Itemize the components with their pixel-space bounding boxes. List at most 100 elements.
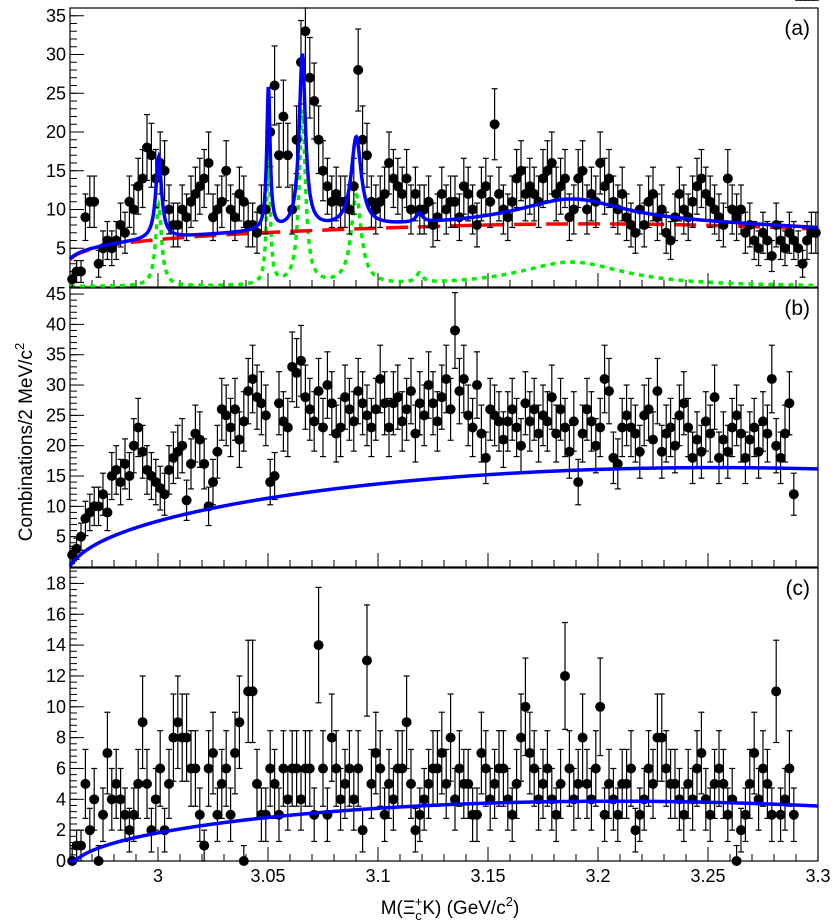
data-point bbox=[780, 428, 790, 439]
data-point bbox=[309, 416, 320, 427]
data-point bbox=[208, 748, 218, 759]
data-point bbox=[181, 732, 192, 743]
data-point bbox=[252, 227, 262, 238]
data-point bbox=[445, 732, 456, 743]
data-point bbox=[524, 748, 535, 759]
panel-label: (b) bbox=[784, 297, 810, 320]
data-point bbox=[436, 392, 447, 403]
data-point bbox=[670, 440, 680, 451]
data-point bbox=[560, 173, 570, 184]
data-point bbox=[326, 732, 337, 743]
data-point bbox=[221, 763, 232, 774]
data-point bbox=[326, 398, 337, 409]
data-point bbox=[410, 428, 421, 439]
data-point bbox=[379, 398, 390, 409]
data-point bbox=[190, 763, 201, 774]
data-point bbox=[406, 204, 416, 215]
data-point bbox=[225, 809, 236, 820]
data-point bbox=[98, 489, 108, 500]
data-point bbox=[212, 204, 223, 215]
data-point bbox=[172, 220, 183, 230]
data-point bbox=[335, 794, 346, 805]
data-point bbox=[692, 763, 702, 774]
data-point bbox=[568, 204, 579, 215]
data-point bbox=[502, 416, 513, 427]
data-point bbox=[678, 398, 689, 409]
data-point bbox=[238, 856, 249, 866]
data-point bbox=[780, 794, 790, 805]
data-point bbox=[335, 422, 346, 433]
data-point bbox=[551, 809, 562, 820]
data-point bbox=[656, 204, 667, 215]
data-point bbox=[234, 434, 245, 445]
data-point bbox=[643, 763, 654, 774]
data-point bbox=[357, 825, 368, 836]
data-point bbox=[128, 809, 139, 820]
data-point bbox=[802, 235, 812, 246]
data-point bbox=[168, 732, 179, 743]
data-point bbox=[230, 212, 240, 223]
data-point bbox=[102, 748, 113, 759]
data-point bbox=[648, 434, 658, 445]
data-point bbox=[247, 373, 258, 384]
data-point bbox=[80, 212, 91, 223]
y-tick-label: 5 bbox=[56, 527, 66, 547]
y-tick-label: 6 bbox=[56, 758, 66, 778]
y-tick-label: 14 bbox=[46, 635, 66, 655]
data-point bbox=[274, 150, 284, 161]
data-point bbox=[67, 274, 78, 285]
data-point bbox=[590, 763, 601, 774]
data-point bbox=[234, 717, 245, 728]
data-point bbox=[674, 410, 685, 421]
data-point bbox=[749, 235, 760, 246]
data-point bbox=[124, 196, 135, 207]
data-point bbox=[546, 158, 557, 168]
y-tick-label: 10 bbox=[46, 697, 66, 717]
y-tick-label: 40 bbox=[46, 314, 66, 334]
data-point bbox=[582, 204, 592, 215]
data-point bbox=[472, 809, 482, 820]
data-point bbox=[397, 189, 408, 199]
data-point bbox=[722, 809, 733, 820]
data-point bbox=[753, 243, 764, 254]
data-point bbox=[458, 373, 469, 384]
data-point bbox=[573, 778, 584, 789]
data-point bbox=[392, 392, 403, 403]
data-point bbox=[780, 243, 790, 254]
data-point bbox=[304, 404, 315, 415]
data-point bbox=[463, 778, 474, 789]
data-point bbox=[551, 189, 562, 199]
x-tick-label: 3.2 bbox=[585, 866, 610, 886]
data-point bbox=[375, 373, 386, 384]
data-point bbox=[749, 422, 760, 433]
data-point bbox=[186, 458, 196, 469]
data-point bbox=[137, 446, 148, 457]
data-point bbox=[423, 778, 434, 789]
data-point bbox=[687, 196, 698, 207]
data-point bbox=[348, 794, 359, 805]
data-point bbox=[76, 840, 86, 851]
data-point bbox=[410, 825, 421, 836]
data-point bbox=[485, 196, 496, 207]
data-point bbox=[216, 778, 227, 789]
data-point bbox=[318, 422, 328, 433]
data-point bbox=[282, 794, 293, 805]
y-tick-label: 10 bbox=[46, 200, 66, 220]
y-tick-label: 5 bbox=[56, 238, 66, 258]
data-point bbox=[507, 404, 518, 415]
data-point bbox=[309, 96, 320, 106]
data-point bbox=[758, 227, 768, 238]
data-point bbox=[753, 794, 764, 805]
total-fit-curve bbox=[70, 799, 819, 863]
data-point bbox=[454, 763, 465, 774]
data-point bbox=[194, 809, 205, 820]
data-point bbox=[766, 251, 777, 261]
data-point bbox=[300, 26, 311, 37]
data-point bbox=[300, 392, 311, 403]
data-point bbox=[181, 495, 192, 506]
data-point bbox=[362, 410, 372, 421]
data-point bbox=[111, 778, 122, 789]
data-point bbox=[494, 189, 504, 199]
data-point bbox=[665, 235, 676, 246]
